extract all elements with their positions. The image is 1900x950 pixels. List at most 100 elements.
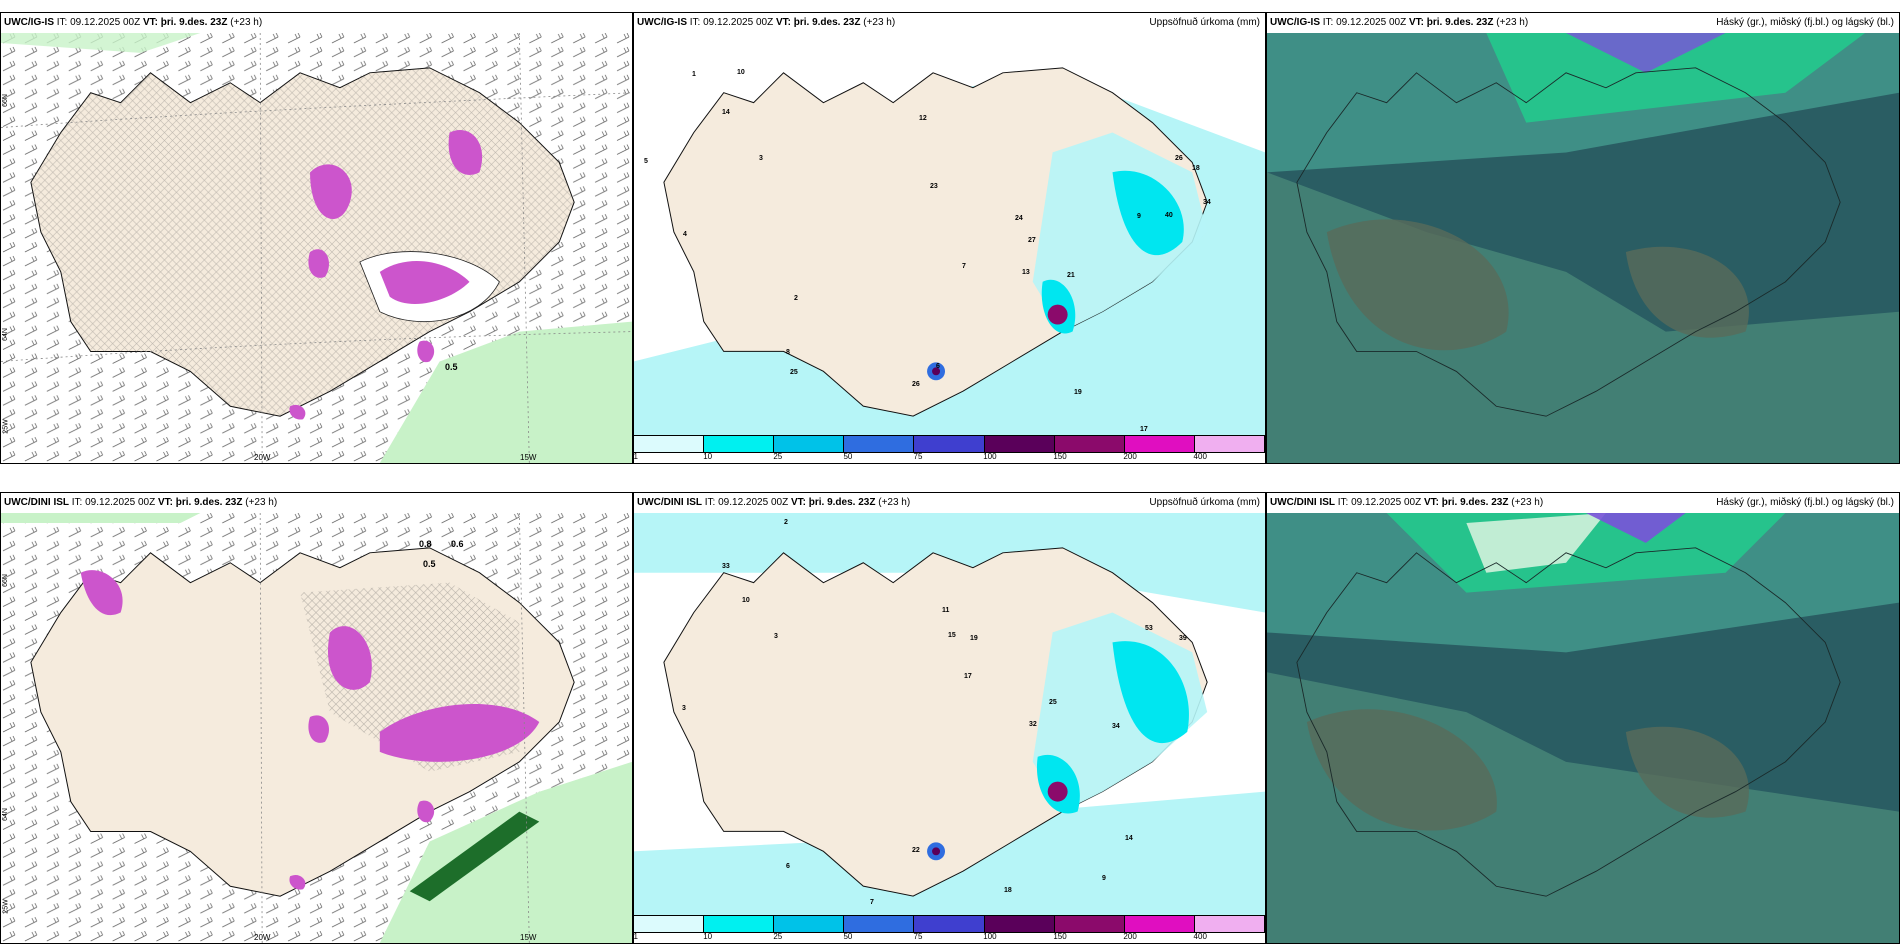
legend-swatch [1194,916,1265,932]
lon-label-20w: 20W [254,933,271,942]
precip-label: 34 [1203,199,1211,206]
precip-label: 40 [1165,212,1173,219]
precip-label: 17 [964,673,972,680]
precip-legend: 1 10 25 50 75 100 150 200 400 [634,435,1265,463]
precip-label: 10 [737,69,745,76]
wind-value-label: 0.6 [451,539,464,549]
precip-label: 14 [1125,835,1133,842]
legend-colorbar [634,435,1265,453]
precip-label: 7 [962,263,966,270]
precip-label: 26 [1175,155,1183,162]
model-name: UWC/DINI ISL [637,497,702,508]
panel-title: Háský (gr.), miðský (fj.bl.) og lágský (… [1716,17,1894,28]
legend-colorbar [634,915,1265,933]
vt-label: VT: [790,497,806,508]
legend-tick-label: 1 [633,932,639,941]
legend-tick-label: 10 [703,452,713,461]
model-name: UWC/DINI ISL [1270,497,1335,508]
panel-header: UWC/DINI ISL IT: 09.12.2025 00Z VT: þri.… [1267,493,1899,513]
legend-swatch [1054,436,1125,452]
lon-label-25w: 25W [2,419,10,434]
precip-label: 32 [1029,721,1037,728]
wind-value-label: 0.8 [419,539,432,549]
legend-swatch [914,436,985,452]
panel-igis-cloud: UWC/IG-IS IT: 09.12.2025 00Z VT: þri. 9.… [1266,12,1900,464]
legend-tick-label: 50 [843,932,853,941]
precip-label: 18 [1004,887,1012,894]
it-label: IT: [704,497,716,508]
it-label: IT: [689,17,701,28]
model-name: UWC/IG-IS [637,17,687,28]
legend-tick-label: 10 [703,932,713,941]
init-time: 09.12.2025 00Z [703,17,774,28]
it-label: IT: [1322,17,1334,28]
precip-label: 3 [774,633,778,640]
valid-time: þri. 9.des. 23Z [175,497,243,508]
precip-label: 21 [1067,272,1075,279]
precip-label: 10 [742,597,750,604]
precip-label: 13 [1022,269,1030,276]
map-area [634,513,1265,915]
panel-header: UWC/DINI ISL IT: 09.12.2025 00Z VT: þri.… [1,493,632,513]
precip-label: 3 [759,155,763,162]
precip-label: 6 [936,363,940,370]
precip-label: 23 [930,183,938,190]
lead-time: (+23 h) [1496,17,1529,28]
legend-swatch [1054,916,1125,932]
precip-label: 19 [970,635,978,642]
legend-swatch [914,916,985,932]
precip-label: 2 [794,295,798,302]
panel-dini-cloud: UWC/DINI ISL IT: 09.12.2025 00Z VT: þri.… [1266,492,1900,944]
precip-label: 9 [1137,213,1141,220]
lon-label-25w: 25W [2,899,10,914]
panel-igis-wind: UWC/IG-IS IT: 09.12.2025 00Z VT: þri. 9.… [0,12,633,464]
legend-ticks: 1 10 25 50 75 100 150 200 400 [634,932,1265,943]
legend-swatch [844,436,915,452]
wind-value-label: 0.5 [423,559,436,569]
panel-header: UWC/IG-IS IT: 09.12.2025 00Z VT: þri. 9.… [1,13,632,33]
panel-header: UWC/IG-IS IT: 09.12.2025 00Z VT: þri. 9.… [634,13,1265,33]
legend-tick-label: 150 [1053,452,1067,461]
legend-tick-label: 400 [1193,452,1207,461]
legend-tick-label: 200 [1123,452,1137,461]
valid-time: þri. 9.des. 23Z [793,17,861,28]
map-area [634,33,1265,435]
precip-label: 25 [1049,699,1057,706]
precip-label: 4 [683,231,687,238]
panel-header: UWC/IG-IS IT: 09.12.2025 00Z VT: þri. 9.… [1267,13,1899,33]
panel-dini-precip: UWC/DINI ISL IT: 09.12.2025 00Z VT: þri.… [633,492,1266,944]
legend-tick-label: 1 [633,452,639,461]
valid-time: þri. 9.des. 23Z [160,17,228,28]
precip-label: 2 [784,519,788,526]
lon-label-15w: 15W [520,933,537,942]
init-time: 09.12.2025 00Z [1336,17,1407,28]
precip-label: 6 [786,863,790,870]
init-time: 09.12.2025 00Z [70,17,141,28]
vt-label: VT: [1408,17,1424,28]
vt-label: VT: [775,17,791,28]
legend-tick-label: 150 [1053,932,1067,941]
lon-label-15w: 15W [520,453,537,462]
precip-label: 11 [942,607,950,614]
map-area [1,33,632,463]
vt-label: VT: [1423,497,1439,508]
wind-value-label: 0.5 [445,362,458,372]
vt-label: VT: [142,17,158,28]
precip-label: 33 [722,563,730,570]
precip-label: 25 [790,369,798,376]
lat-label-66n: 66N [1,94,9,107]
precip-label: 7 [870,899,874,906]
precip-label: 19 [1074,389,1082,396]
lead-time: (+23 h) [863,17,896,28]
map-area [1,513,632,943]
legend-ticks: 1 10 25 50 75 100 150 200 400 [634,452,1265,463]
legend-swatch [1194,436,1265,452]
precip-label: 1 [692,71,696,78]
precip-label: 5 [644,158,648,165]
model-name: UWC/IG-IS [1270,17,1320,28]
init-time: 09.12.2025 00Z [1351,497,1422,508]
valid-time: þri. 9.des. 23Z [808,497,876,508]
lat-label-66n: 66N [1,574,9,587]
model-name: UWC/DINI ISL [4,497,69,508]
precip-label: 53 [1145,625,1153,632]
